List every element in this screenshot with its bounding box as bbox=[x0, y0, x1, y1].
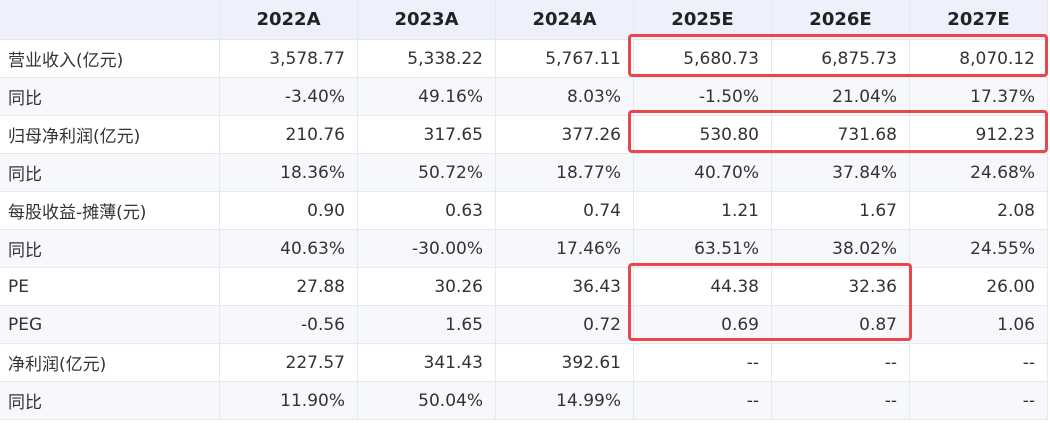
table-row: 同比 40.63% -30.00% 17.46% 63.51% 38.02% 24.55% bbox=[0, 230, 1048, 268]
value-cell: 17.37% bbox=[910, 78, 1048, 115]
value-cell: 5,767.11 bbox=[496, 40, 634, 77]
row-label: 同比 bbox=[0, 154, 220, 191]
table-row: 净利润(亿元) 227.57 341.43 392.61 -- -- -- bbox=[0, 344, 1048, 382]
value-cell: 36.43 bbox=[496, 268, 634, 305]
value-cell: 6,875.73 bbox=[772, 40, 910, 77]
value-cell: -1.50% bbox=[634, 78, 772, 115]
header-corner bbox=[0, 0, 220, 39]
value-cell: 0.63 bbox=[358, 192, 496, 229]
table-row: 同比 11.90% 50.04% 14.99% -- -- -- bbox=[0, 382, 1048, 420]
table-row: PEG -0.56 1.65 0.72 0.69 0.87 1.06 bbox=[0, 306, 1048, 344]
value-cell: 24.68% bbox=[910, 154, 1048, 191]
value-cell: 392.61 bbox=[496, 344, 634, 381]
table-row: PE 27.88 30.26 36.43 44.38 32.36 26.00 bbox=[0, 268, 1048, 306]
value-cell: 26.00 bbox=[910, 268, 1048, 305]
value-cell: 11.90% bbox=[220, 382, 358, 419]
value-cell: -30.00% bbox=[358, 230, 496, 267]
value-cell: -- bbox=[772, 344, 910, 381]
value-cell: 40.70% bbox=[634, 154, 772, 191]
value-cell: 5,338.22 bbox=[358, 40, 496, 77]
row-label: 归母净利润(亿元) bbox=[0, 116, 220, 153]
value-cell: 50.72% bbox=[358, 154, 496, 191]
column-header: 2022A bbox=[220, 0, 358, 39]
value-cell: 63.51% bbox=[634, 230, 772, 267]
value-cell: -- bbox=[634, 382, 772, 419]
highlight-box bbox=[628, 34, 1048, 77]
column-header: 2025E bbox=[634, 0, 772, 39]
header-row: 2022A 2023A 2024A 2025E 2026E 2027E bbox=[0, 0, 1048, 40]
table-row: 同比 -3.40% 49.16% 8.03% -1.50% 21.04% 17.37% bbox=[0, 78, 1048, 116]
value-cell: 18.77% bbox=[496, 154, 634, 191]
value-cell: 49.16% bbox=[358, 78, 496, 115]
value-cell: 8.03% bbox=[496, 78, 634, 115]
table-row: 营业收入(亿元) 3,578.77 5,338.22 5,767.11 5,680.73… bbox=[0, 40, 1048, 78]
column-header: 2024A bbox=[496, 0, 634, 39]
value-cell: -- bbox=[910, 382, 1048, 419]
value-cell: 227.57 bbox=[220, 344, 358, 381]
row-label: 同比 bbox=[0, 230, 220, 267]
value-cell: 341.43 bbox=[358, 344, 496, 381]
row-label: 同比 bbox=[0, 382, 220, 419]
value-cell: 1.67 bbox=[772, 192, 910, 229]
value-cell: -0.56 bbox=[220, 306, 358, 343]
value-cell: 0.74 bbox=[496, 192, 634, 229]
row-label: 同比 bbox=[0, 78, 220, 115]
value-cell: 37.84% bbox=[772, 154, 910, 191]
value-cell: 30.26 bbox=[358, 268, 496, 305]
value-cell: 27.88 bbox=[220, 268, 358, 305]
table-row: 归母净利润(亿元) 210.76 317.65 377.26 530.80 731.68 9… bbox=[0, 116, 1048, 154]
value-cell: 18.36% bbox=[220, 154, 358, 191]
column-header: 2023A bbox=[358, 0, 496, 39]
highlight-box bbox=[628, 110, 1048, 153]
column-header: 2026E bbox=[772, 0, 910, 39]
value-cell: 210.76 bbox=[220, 116, 358, 153]
value-cell: 50.04% bbox=[358, 382, 496, 419]
value-cell: 17.46% bbox=[496, 230, 634, 267]
value-cell: 317.65 bbox=[358, 116, 496, 153]
value-cell: 2.08 bbox=[910, 192, 1048, 229]
value-cell: -- bbox=[772, 382, 910, 419]
value-cell: -3.40% bbox=[220, 78, 358, 115]
value-cell: 5,680.73 bbox=[634, 40, 772, 77]
table-row: 同比 18.36% 50.72% 18.77% 40.70% 37.84% 24.68% bbox=[0, 154, 1048, 192]
value-cell: 0.72 bbox=[496, 306, 634, 343]
row-label: PEG bbox=[0, 306, 220, 343]
row-label: PE bbox=[0, 268, 220, 305]
value-cell: 38.02% bbox=[772, 230, 910, 267]
value-cell: 377.26 bbox=[496, 116, 634, 153]
value-cell: 1.65 bbox=[358, 306, 496, 343]
value-cell: 0.69 bbox=[634, 306, 772, 343]
value-cell: 1.21 bbox=[634, 192, 772, 229]
row-label: 每股收益-摊薄(元) bbox=[0, 192, 220, 229]
value-cell: 3,578.77 bbox=[220, 40, 358, 77]
value-cell: 14.99% bbox=[496, 382, 634, 419]
value-cell: 40.63% bbox=[220, 230, 358, 267]
column-header: 2027E bbox=[910, 0, 1048, 39]
value-cell: -- bbox=[910, 344, 1048, 381]
value-cell: 530.80 bbox=[634, 116, 772, 153]
value-cell: 21.04% bbox=[772, 78, 910, 115]
row-label: 净利润(亿元) bbox=[0, 344, 220, 381]
value-cell: 44.38 bbox=[634, 268, 772, 305]
value-cell: 1.06 bbox=[910, 306, 1048, 343]
value-cell: -- bbox=[634, 344, 772, 381]
value-cell: 0.90 bbox=[220, 192, 358, 229]
value-cell: 24.55% bbox=[910, 230, 1048, 267]
table-row: 每股收益-摊薄(元) 0.90 0.63 0.74 1.21 1.67 2.08 bbox=[0, 192, 1048, 230]
row-label: 营业收入(亿元) bbox=[0, 40, 220, 77]
value-cell: 731.68 bbox=[772, 116, 910, 153]
highlight-box bbox=[628, 263, 912, 341]
